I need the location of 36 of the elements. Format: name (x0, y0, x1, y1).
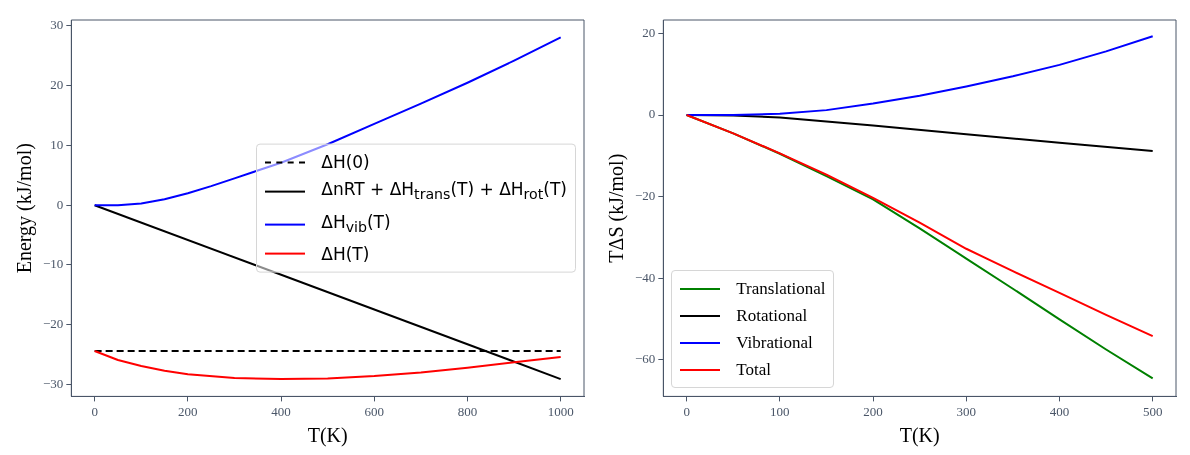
x-tick-label: 400 (271, 403, 291, 419)
y-tick-label: 0 (648, 106, 656, 122)
legend-label: Vibrational (736, 332, 813, 355)
legend-label: ΔH(0) (321, 150, 370, 174)
y-tick-label: 30 (50, 17, 64, 33)
y-axis-title: Energy (kJ/mol) (13, 143, 37, 274)
y-axis-title: TΔS (kJ/mol) (605, 153, 629, 263)
y-tick-label: 20 (642, 24, 656, 40)
x-tick-label: 100 (770, 403, 790, 419)
y-tick-label: 10 (50, 136, 64, 152)
legend-label: Total (736, 359, 772, 382)
y-tick-label: 0 (56, 196, 64, 212)
x-tick-label: 600 (364, 403, 385, 419)
y-tick-label: −30 (42, 375, 64, 391)
legend-label: ΔH(T) (321, 242, 370, 266)
legend-label: Rotational (736, 305, 808, 328)
y-tick-label: −20 (42, 316, 64, 332)
x-tick-label: 800 (457, 403, 478, 419)
y-tick-label: −60 (634, 351, 656, 367)
legend-label: Translational (736, 278, 826, 301)
x-tick-label: 300 (956, 403, 977, 419)
x-axis-title: T(K) (899, 424, 940, 448)
legend-label: ΔH$_{vib}$(T) (321, 210, 391, 237)
x-tick-label: 200 (178, 403, 198, 419)
x-tick-label: 1000 (547, 403, 574, 419)
legend-label: ΔnRT + ΔH$_{trans}$(T) + ΔH$_{rot}$(T) (321, 177, 567, 205)
x-tick-label: 0 (91, 403, 98, 419)
y-tick-label: −40 (634, 269, 656, 285)
x-axis-title: T(K) (307, 424, 348, 448)
y-tick-label: 20 (50, 77, 64, 93)
x-tick-label: 200 (863, 403, 883, 419)
y-tick-label: −20 (634, 188, 656, 203)
x-tick-label: 500 (1142, 403, 1163, 419)
x-tick-label: 400 (1049, 403, 1070, 419)
x-tick-label: 0 (683, 403, 690, 419)
y-tick-label: −10 (42, 256, 64, 272)
